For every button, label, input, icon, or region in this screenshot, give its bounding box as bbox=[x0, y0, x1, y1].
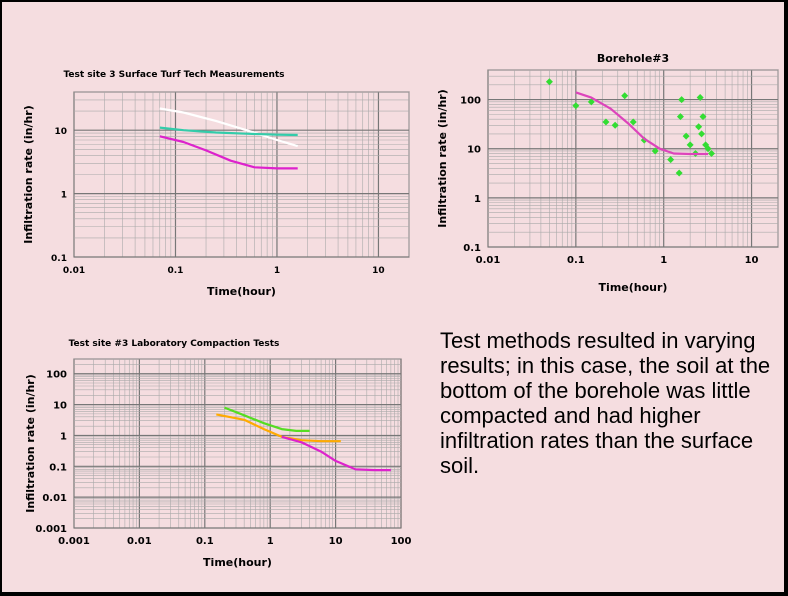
chart1-y-tick-label: 0.1 bbox=[463, 243, 481, 254]
chart2-y-tick-label: 100 bbox=[46, 370, 67, 381]
chart2-plot-area bbox=[73, 358, 402, 529]
chart0-y-axis-label: Infiltration rate (in/hr) bbox=[22, 105, 35, 244]
chart0-x-tick-label: 1 bbox=[274, 266, 280, 276]
chart2-x-tick-label: 0.01 bbox=[127, 536, 152, 547]
chart1-data-point bbox=[686, 141, 694, 149]
chart1-data-point bbox=[629, 118, 637, 126]
chart2-x-tick-label: 0.1 bbox=[196, 536, 214, 547]
chart2-x-tick-label: 0.001 bbox=[58, 536, 90, 547]
chart2-y-tick-label: 10 bbox=[53, 401, 67, 412]
chart1-x-tick-label: 10 bbox=[745, 255, 759, 266]
chart2-grid bbox=[73, 358, 401, 529]
chart0-x-tick-label: 10 bbox=[372, 266, 385, 276]
chart2-x-axis-label: Time(hour) bbox=[203, 556, 272, 569]
chart2-y-tick-label: 0.001 bbox=[35, 524, 67, 535]
chart0-title: Test site 3 Surface Turf Tech Measuremen… bbox=[63, 70, 284, 80]
chart1-data-point bbox=[707, 149, 715, 157]
chart2-y-tick-label: 0.1 bbox=[49, 462, 67, 473]
chart1-y-tick-label: 100 bbox=[460, 96, 481, 107]
chart1-data-point bbox=[587, 98, 595, 106]
chart1-plot-area bbox=[487, 69, 779, 248]
chart2-y-tick-label: 1 bbox=[60, 431, 67, 442]
chart1-title: Borehole#3 bbox=[597, 52, 669, 65]
chart2-y-axis-label: Infiltration rate (in/hr) bbox=[24, 374, 37, 513]
chart1-y-axis-label: Infiltration rate (in/hr) bbox=[436, 89, 449, 228]
chart1-data-point bbox=[572, 102, 580, 110]
chart1-x-tick-label: 1 bbox=[660, 255, 667, 266]
chart1-data-point bbox=[651, 147, 659, 155]
chart0-y-tick-label: 1 bbox=[61, 191, 67, 201]
chart1-data-point bbox=[676, 113, 684, 121]
chart2-y-tick-label: 0.01 bbox=[42, 493, 67, 504]
chart1-data-point bbox=[545, 78, 553, 86]
chart1-data-point bbox=[682, 132, 690, 140]
chart1-data-point bbox=[611, 121, 619, 129]
chart1-x-tick-label: 0.1 bbox=[567, 255, 585, 266]
explanation-text: Test methods resulted in varying results… bbox=[440, 328, 771, 478]
chart2-x-tick-label: 100 bbox=[391, 536, 412, 547]
chart1-y-tick-label: 10 bbox=[467, 145, 481, 156]
chart1-data-point bbox=[621, 92, 629, 100]
chart1-x-axis-label: Time(hour) bbox=[599, 281, 668, 294]
chart1-data-point bbox=[667, 156, 675, 164]
chart0-series-line-2 bbox=[159, 135, 298, 170]
chart1-grid bbox=[487, 69, 779, 248]
chart1-y-tick-label: 1 bbox=[474, 194, 481, 205]
chart1-x-tick-label: 0.01 bbox=[476, 255, 501, 266]
chart2-x-tick-label: 1 bbox=[267, 536, 274, 547]
chart0-y-tick-label: 0.1 bbox=[51, 254, 67, 264]
chart1-data-point bbox=[698, 130, 706, 138]
chart0-x-axis-label: Time(hour) bbox=[207, 285, 276, 298]
chart1-data-point bbox=[602, 118, 610, 126]
chart0-series-line-1 bbox=[159, 126, 298, 137]
chart0-y-tick-label: 10 bbox=[54, 127, 67, 137]
chart1-data-point bbox=[695, 123, 703, 131]
chart2-series-line-0 bbox=[224, 406, 310, 432]
chart0-series-line-0 bbox=[159, 107, 299, 148]
chart2-x-tick-label: 10 bbox=[329, 536, 343, 547]
chart0-x-tick-label: 0.1 bbox=[168, 266, 184, 276]
chart1-data-point bbox=[704, 145, 712, 153]
chart1-series-line-1 bbox=[575, 91, 709, 156]
chart1-data-point bbox=[678, 96, 686, 104]
chart1-data-point bbox=[699, 113, 707, 121]
chart2-title: Test site #3 Laboratory Compaction Tests bbox=[69, 339, 280, 349]
chart1-data-point bbox=[696, 94, 704, 102]
chart2-series-line-2 bbox=[281, 435, 391, 472]
chart0-x-tick-label: 0.01 bbox=[63, 266, 85, 276]
chart1-data-point bbox=[675, 169, 683, 177]
chart0-grid bbox=[73, 91, 410, 258]
